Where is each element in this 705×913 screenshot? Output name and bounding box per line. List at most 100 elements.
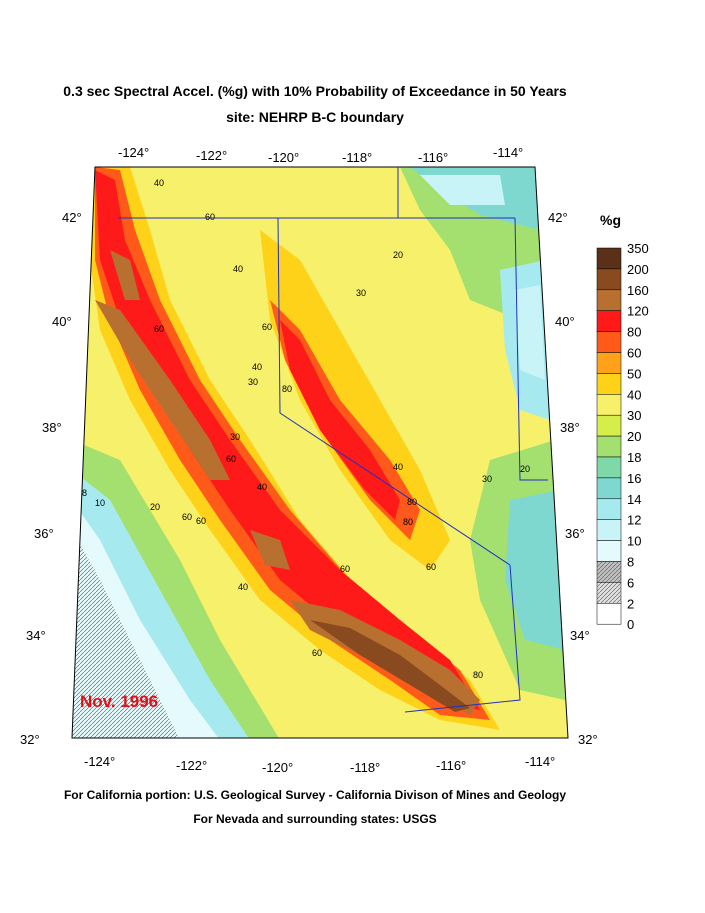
legend-value: 10: [627, 534, 641, 549]
legend-swatch-hatch: [597, 582, 621, 604]
contour-label: 40: [154, 178, 164, 188]
contour-label: 20: [393, 250, 403, 260]
legend-value: 160: [627, 283, 649, 298]
date-label: Nov. 1996: [80, 692, 159, 711]
legend-value: 20: [627, 429, 641, 444]
legend-swatch: [596, 352, 622, 374]
legend-value: 200: [627, 262, 649, 277]
contour-label: 80: [407, 497, 417, 507]
contour-label: 40: [238, 582, 248, 592]
tick-label-right: 42°: [548, 210, 568, 225]
legend-swatch: [596, 477, 622, 500]
legend-swatch: [596, 247, 622, 270]
tick-label-bottom: -122°: [176, 758, 207, 773]
contour-label: 60: [262, 322, 272, 332]
legend-swatch: [596, 498, 622, 520]
contour-label: 60: [182, 512, 192, 522]
legend-value: 80: [627, 325, 641, 340]
tick-label-bottom: -118°: [350, 760, 380, 775]
legend-value: 2: [627, 596, 634, 611]
contour-label: 80: [403, 517, 413, 527]
contour-label: 80: [282, 384, 292, 394]
legend-value: 8: [627, 555, 634, 570]
legend-swatch: [596, 540, 622, 562]
tick-label-top: -122°: [196, 148, 227, 163]
tick-label-right: 38°: [560, 420, 580, 435]
tick-label-top: -124°: [118, 145, 149, 160]
legend-value: 120: [627, 304, 649, 319]
contour-label: 8: [82, 488, 87, 498]
legend-value: 60: [627, 346, 641, 361]
tick-label-right: 36°: [565, 526, 585, 541]
contour-label: 30: [482, 474, 492, 484]
contour-label: 20: [520, 464, 530, 474]
legend-swatch-hatch: [597, 561, 621, 583]
map-subtitle: site: NEHRP B-C boundary: [226, 109, 404, 125]
tick-label-bottom: -116°: [436, 758, 466, 773]
contour-label: 60: [205, 212, 215, 222]
tick-label-left: 32°: [20, 732, 40, 747]
legend-value: 12: [627, 513, 641, 528]
tick-label-top: -120°: [268, 150, 299, 165]
tick-label-left: 42°: [62, 210, 82, 225]
legend-swatch: [596, 519, 622, 541]
legend-value: 6: [627, 575, 634, 590]
tick-label-right: 32°: [578, 732, 598, 747]
legend-swatch: [596, 373, 622, 395]
legend-value: 0: [627, 617, 634, 632]
contour-label: 40: [257, 482, 267, 492]
legend-value: 50: [627, 366, 641, 381]
legend-value: 16: [627, 471, 641, 486]
contour-label: 20: [150, 502, 160, 512]
contour-label: 80: [473, 670, 483, 680]
legend-value: 14: [627, 492, 641, 507]
map-field: [72, 167, 568, 738]
tick-label-top: -114°: [493, 145, 523, 160]
tick-label-left: 34°: [26, 628, 46, 643]
credit-nevada: For Nevada and surrounding states: USGS: [193, 812, 437, 826]
contour-label: 60: [312, 648, 322, 658]
legend-swatch: [596, 268, 622, 291]
tick-label-bottom: -124°: [84, 754, 115, 769]
legend-swatch: [596, 289, 622, 311]
map-title: 0.3 sec Spectral Accel. (%g) with 10% Pr…: [63, 83, 567, 99]
tick-label-left: 36°: [34, 526, 54, 541]
legend-swatch: [596, 456, 622, 479]
tick-label-right: 34°: [570, 628, 590, 643]
contour-label: 60: [196, 516, 206, 526]
legend-swatch: [596, 331, 622, 353]
legend-title: %g: [600, 212, 621, 228]
axis-ticks: -124° -122° -120° -118° -116° -114° -124…: [20, 145, 598, 775]
tick-label-right: 40°: [555, 314, 575, 329]
contour-label: 60: [154, 324, 164, 334]
state-boundaries: [118, 167, 548, 713]
tick-label-bottom: -114°: [525, 754, 555, 769]
tick-label-bottom: -120°: [262, 760, 293, 775]
tick-label-top: -116°: [418, 150, 448, 165]
contour-label: 30: [230, 432, 240, 442]
contour-label: 10: [95, 498, 105, 508]
legend-value: 18: [627, 450, 641, 465]
legend-colorbar: [596, 247, 622, 625]
legend-swatch: [596, 435, 622, 458]
tick-label-left: 40°: [52, 314, 72, 329]
tick-label-left: 38°: [42, 420, 62, 435]
legend-swatch: [596, 310, 622, 332]
contour-label: 30: [356, 288, 366, 298]
contour-label: 60: [226, 454, 236, 464]
tick-label-top: -118°: [342, 150, 372, 165]
legend-swatch: [596, 394, 622, 416]
contour-label: 40: [393, 462, 403, 472]
contour-label: 40: [252, 362, 262, 372]
contour-label: 30: [248, 377, 258, 387]
legend-value: 350: [627, 241, 649, 256]
contour-labels: 40 60 40 20 30 60 60 40 30 80 30 40 60 8…: [82, 178, 530, 680]
legend-swatch: [596, 414, 622, 437]
legend-swatch: [596, 603, 622, 625]
contour-label: 60: [426, 562, 436, 572]
legend-value: 30: [627, 408, 641, 423]
contour-label: 40: [233, 264, 243, 274]
credit-california: For California portion: U.S. Geological …: [63, 788, 567, 802]
